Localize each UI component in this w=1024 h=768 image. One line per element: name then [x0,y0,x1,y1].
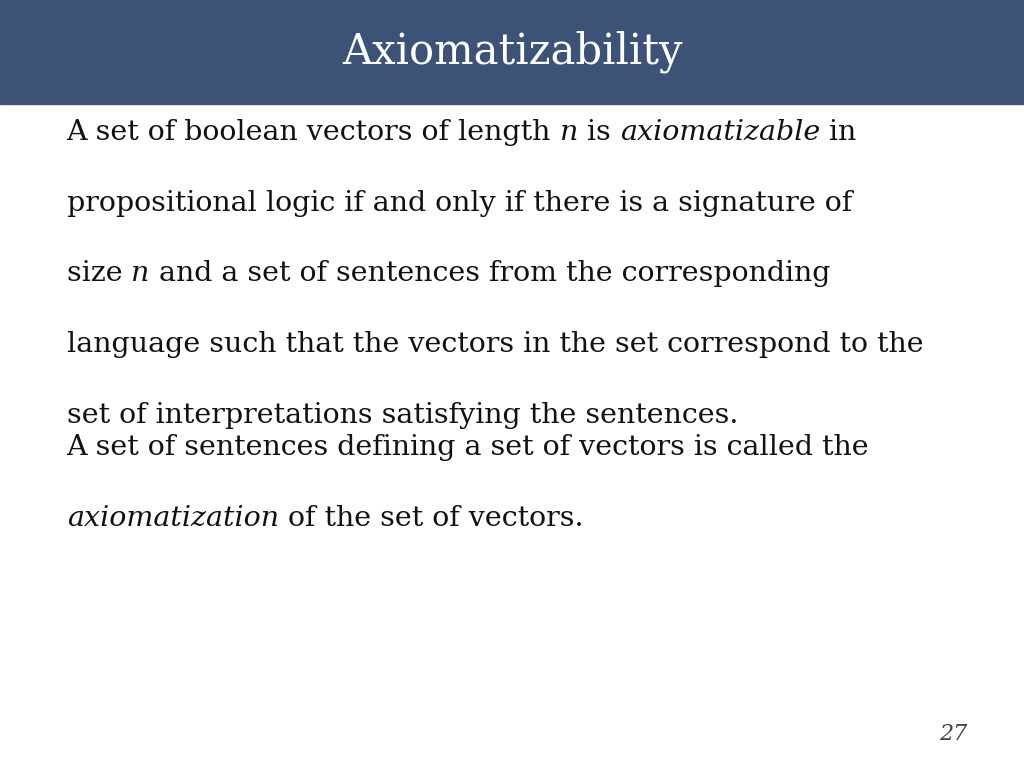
Bar [0,0,1024,104]
Text: Axiomatizability: Axiomatizability [342,31,682,73]
Text: 27: 27 [939,723,968,745]
Text: language such that the vectors in the set correspond to the: language such that the vectors in the se… [67,331,924,358]
Text: axiomatizable: axiomatizable [621,119,820,146]
Text: n: n [560,119,579,146]
Text: in: in [820,119,856,146]
Text: and a set of sentences from the corresponding: and a set of sentences from the correspo… [150,260,830,287]
Text: A set of sentences defining a set of vectors is called the: A set of sentences defining a set of vec… [67,434,869,461]
Text: propositional logic if and only if there is a signature of: propositional logic if and only if there… [67,190,852,217]
Text: n: n [131,260,150,287]
Text: of the set of vectors.: of the set of vectors. [279,505,584,531]
Text: set of interpretations satisfying the sentences.: set of interpretations satisfying the se… [67,402,738,429]
Text: size: size [67,260,131,287]
Text: A set of boolean vectors of length: A set of boolean vectors of length [67,119,560,146]
Text: is: is [579,119,621,146]
Text: axiomatization: axiomatization [67,505,279,531]
